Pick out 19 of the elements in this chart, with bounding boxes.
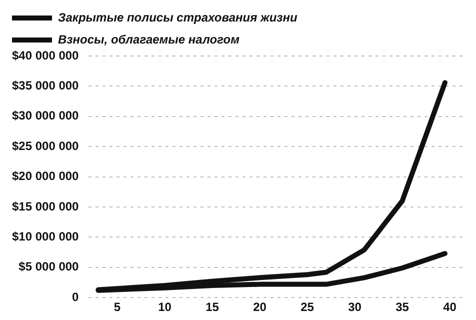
x-tick-label: 35: [396, 300, 410, 314]
x-tick-label: 10: [158, 300, 172, 314]
y-tick-label: $20 000 000: [12, 169, 80, 184]
x-tick-label: 25: [300, 300, 314, 314]
legend-label: Закрытые полисы страхования жизни: [58, 10, 298, 24]
y-tick-label: $15 000 000: [12, 199, 80, 214]
y-tick-label: $40 000 000: [12, 48, 80, 62]
x-tick-label: 15: [206, 300, 220, 314]
x-tick-label: 30: [348, 300, 362, 314]
y-tick-label: $30 000 000: [12, 108, 80, 123]
x-tick-label: 40: [443, 300, 457, 314]
x-tick-label: 20: [253, 300, 267, 314]
legend-label: Взносы, облагаемые налогом: [58, 32, 240, 46]
y-tick-label: 0: [72, 290, 80, 304]
y-tick-label: $35 000 000: [12, 78, 80, 93]
y-tick-label: $10 000 000: [12, 230, 80, 244]
y-tick-label: $25 000 000: [12, 138, 80, 153]
y-tick-label: $5 000 000: [18, 260, 80, 274]
x-tick-label: 5: [114, 300, 121, 314]
